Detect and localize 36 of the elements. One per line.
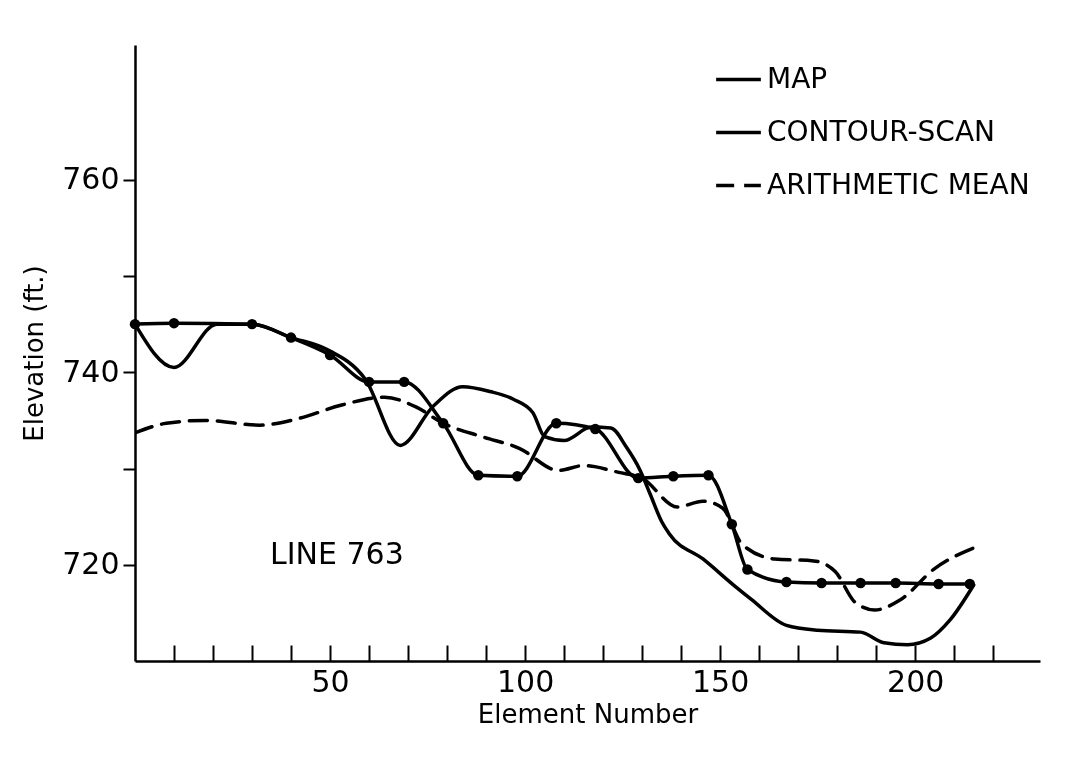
y-tick-label: 740 (62, 353, 120, 389)
point (855, 577, 866, 589)
x-tick-label: 50 (311, 663, 350, 699)
point (512, 470, 523, 482)
point (781, 576, 792, 588)
point (890, 577, 901, 589)
x-tick-label: 200 (887, 663, 945, 699)
point (168, 317, 180, 329)
point (398, 376, 410, 388)
point (964, 578, 976, 590)
point (726, 519, 738, 530)
x-tick-label: 150 (692, 663, 750, 699)
annotation: LINE 763 (270, 536, 404, 571)
point (551, 418, 562, 429)
point (246, 318, 258, 330)
point (668, 470, 679, 482)
legend-label: CONTOUR-SCAN (767, 114, 996, 148)
point (816, 577, 827, 589)
point (129, 318, 141, 330)
y-tick-label: 760 (62, 161, 120, 197)
point (324, 349, 336, 361)
point (742, 564, 753, 575)
legend-label: ARITHMETIC MEAN (767, 167, 1030, 201)
x-axis-title: Element Number (477, 698, 699, 729)
x-tick-label: 100 (496, 663, 555, 699)
point (285, 332, 297, 343)
point (473, 470, 484, 481)
point (590, 423, 601, 435)
point (363, 376, 375, 388)
legend-label: MAP (767, 61, 828, 95)
point (437, 418, 449, 429)
point (933, 578, 944, 590)
y-tick-label: 720 (62, 546, 120, 582)
y-axis-title: Elevation (ft.) (19, 265, 50, 442)
point (632, 472, 644, 484)
point (703, 470, 714, 481)
